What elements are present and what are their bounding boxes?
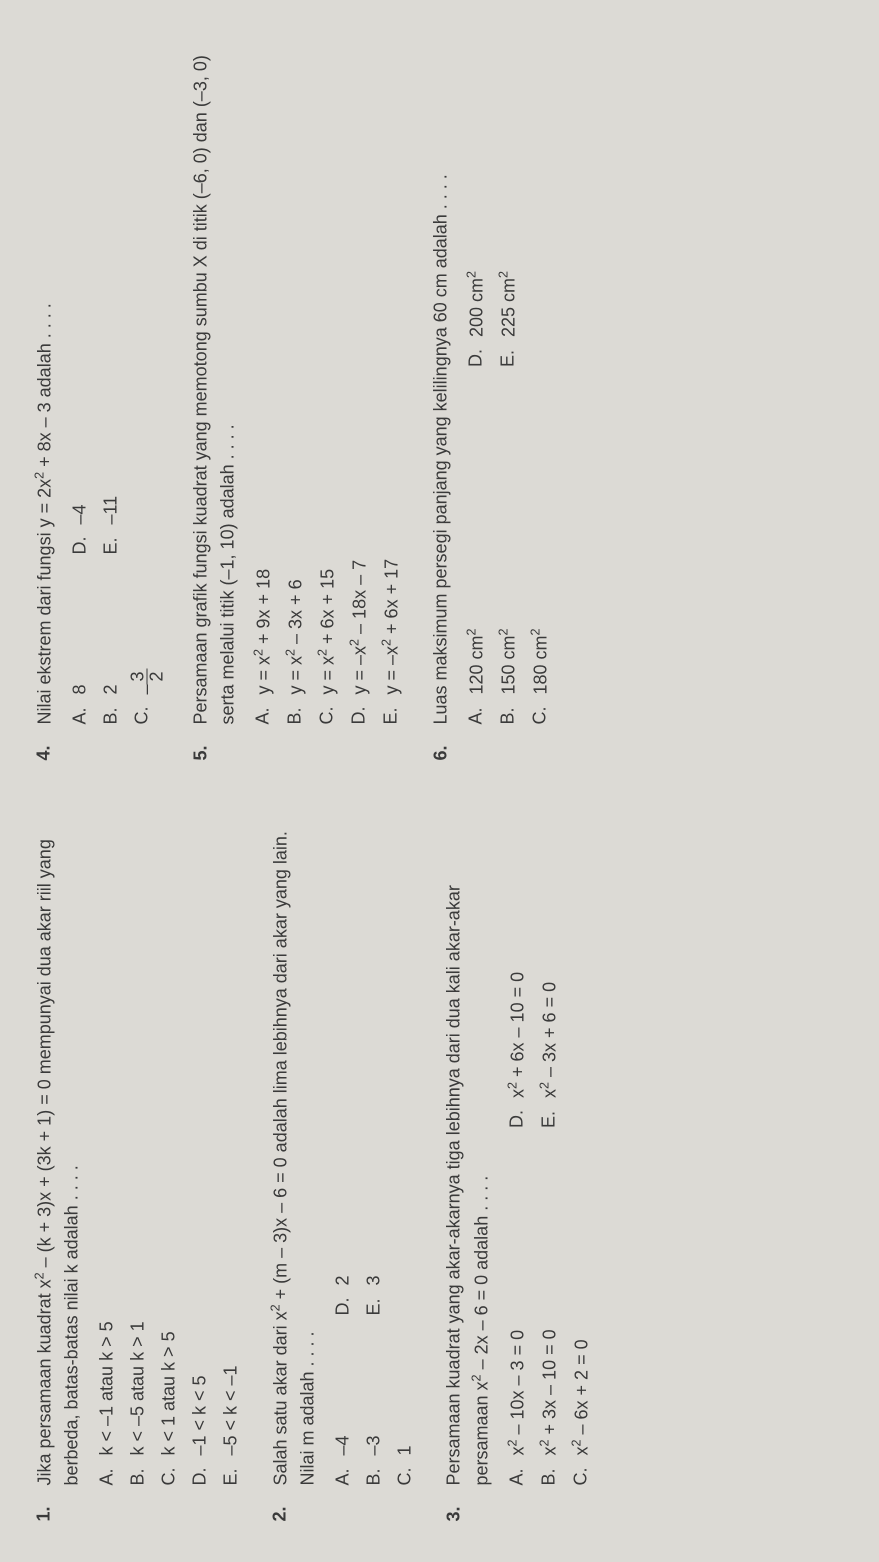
question-number: 3. [441, 1498, 596, 1522]
left-column: 1. Jika persamaan kuadrat x2 – (k + 3)x … [31, 801, 850, 1522]
question-body: Persamaan grafik fungsi kuadrat yang mem… [188, 40, 406, 725]
option-a: A.y = x2 + 9x + 18 [250, 40, 278, 725]
option-a: A.120 cm2 [463, 397, 491, 725]
option-c: C.1 [392, 1346, 419, 1486]
question-number: 2. [267, 1498, 419, 1522]
question-5: 5. Persamaan grafik fungsi kuadrat yang … [188, 40, 406, 761]
option-c: C.x2 – 6x + 2 = 0 [568, 1158, 596, 1486]
option-b: B.k < –5 atau k > 1 [125, 801, 152, 1486]
right-column: 4. Nilai ekstrem dari fungsi y = 2x2 + 8… [31, 40, 850, 761]
question-body: Nilai ekstrem dari fungsi y = 2x2 + 8x –… [31, 40, 166, 725]
option-d: D.–4 [67, 415, 94, 555]
question-body: Salah satu akar dari x2 + (m – 3)x – 6 =… [267, 801, 419, 1486]
option-b: B.2 [98, 585, 125, 725]
option-d: D.2 [330, 1176, 357, 1316]
question-text: Nilai ekstrem dari fungsi y = 2x2 + 8x –… [31, 40, 59, 725]
question-body: Luas maksimum persegi panjang yang kelil… [428, 40, 555, 725]
option-d: D.x2 + 6x – 10 = 0 [504, 801, 532, 1129]
question-4: 4. Nilai ekstrem dari fungsi y = 2x2 + 8… [31, 40, 166, 761]
question-number: 5. [188, 737, 406, 761]
question-text: Jika persamaan kuadrat x2 – (k + 3)x + (… [31, 801, 86, 1486]
option-c: C.180 cm2 [527, 397, 555, 725]
option-b: B.y = x2 – 3x + 6 [282, 40, 310, 725]
option-e: E.225 cm2 [495, 40, 523, 368]
option-b: B.150 cm2 [495, 397, 523, 725]
option-b: B.–3 [361, 1346, 388, 1486]
options-list: A.k < –1 atau k > 5 B.k < –5 atau k > 1 … [94, 801, 245, 1486]
option-e: E.y = –x2 + 6x + 17 [378, 40, 406, 725]
option-a: A.x2 – 10x – 3 = 0 [504, 1158, 532, 1486]
options-list: A.8 D.–4 B.2 E.–11 C.–32 [67, 40, 166, 725]
question-1: 1. Jika persamaan kuadrat x2 – (k + 3)x … [31, 801, 245, 1522]
option-c: C.y = x2 + 6x + 15 [314, 40, 342, 725]
exam-page: 1. Jika persamaan kuadrat x2 – (k + 3)x … [1, 0, 879, 1562]
question-body: Jika persamaan kuadrat x2 – (k + 3)x + (… [31, 801, 245, 1486]
option-d: D.200 cm2 [463, 40, 491, 368]
options-list: A.–4 D.2 B.–3 E.3 C.1 [330, 801, 419, 1486]
option-c: C.–32 [129, 585, 166, 725]
question-6: 6. Luas maksimum persegi panjang yang ke… [428, 40, 555, 761]
option-b: B.x2 + 3x – 10 = 0 [536, 1158, 564, 1486]
options-list: A.120 cm2 D.200 cm2 B.150 cm2 E.225 cm2 … [463, 40, 555, 725]
question-number: 1. [31, 1498, 245, 1522]
question-text: Luas maksimum persegi panjang yang kelil… [428, 40, 455, 725]
question-body: Persamaan kuadrat yang akar-akarnya tiga… [441, 801, 596, 1486]
option-e: E.–5 < k < –1 [218, 801, 245, 1486]
question-2: 2. Salah satu akar dari x2 + (m – 3)x – … [267, 801, 419, 1522]
option-a: A.k < –1 atau k > 5 [94, 801, 121, 1486]
option-a: A.–4 [330, 1346, 357, 1486]
option-d: D.y = –x2 – 18x – 7 [346, 40, 374, 725]
option-e: E.–11 [98, 415, 125, 555]
option-c: C.k < 1 atau k > 5 [156, 801, 183, 1486]
question-text: Salah satu akar dari x2 + (m – 3)x – 6 =… [267, 801, 322, 1486]
option-e: E.3 [361, 1176, 388, 1316]
options-list: A.x2 – 10x – 3 = 0 D.x2 + 6x – 10 = 0 B.… [504, 801, 596, 1486]
option-d: D.–1 < k < 5 [187, 801, 214, 1486]
question-number: 6. [428, 737, 555, 761]
options-list: A.y = x2 + 9x + 18 B.y = x2 – 3x + 6 C.y… [250, 40, 406, 725]
question-3: 3. Persamaan kuadrat yang akar-akarnya t… [441, 801, 596, 1522]
question-text: Persamaan kuadrat yang akar-akarnya tiga… [441, 801, 496, 1486]
option-e: E.x2 – 3x + 6 = 0 [536, 801, 564, 1129]
question-text: Persamaan grafik fungsi kuadrat yang mem… [188, 40, 242, 725]
option-a: A.8 [67, 585, 94, 725]
question-number: 4. [31, 737, 166, 761]
